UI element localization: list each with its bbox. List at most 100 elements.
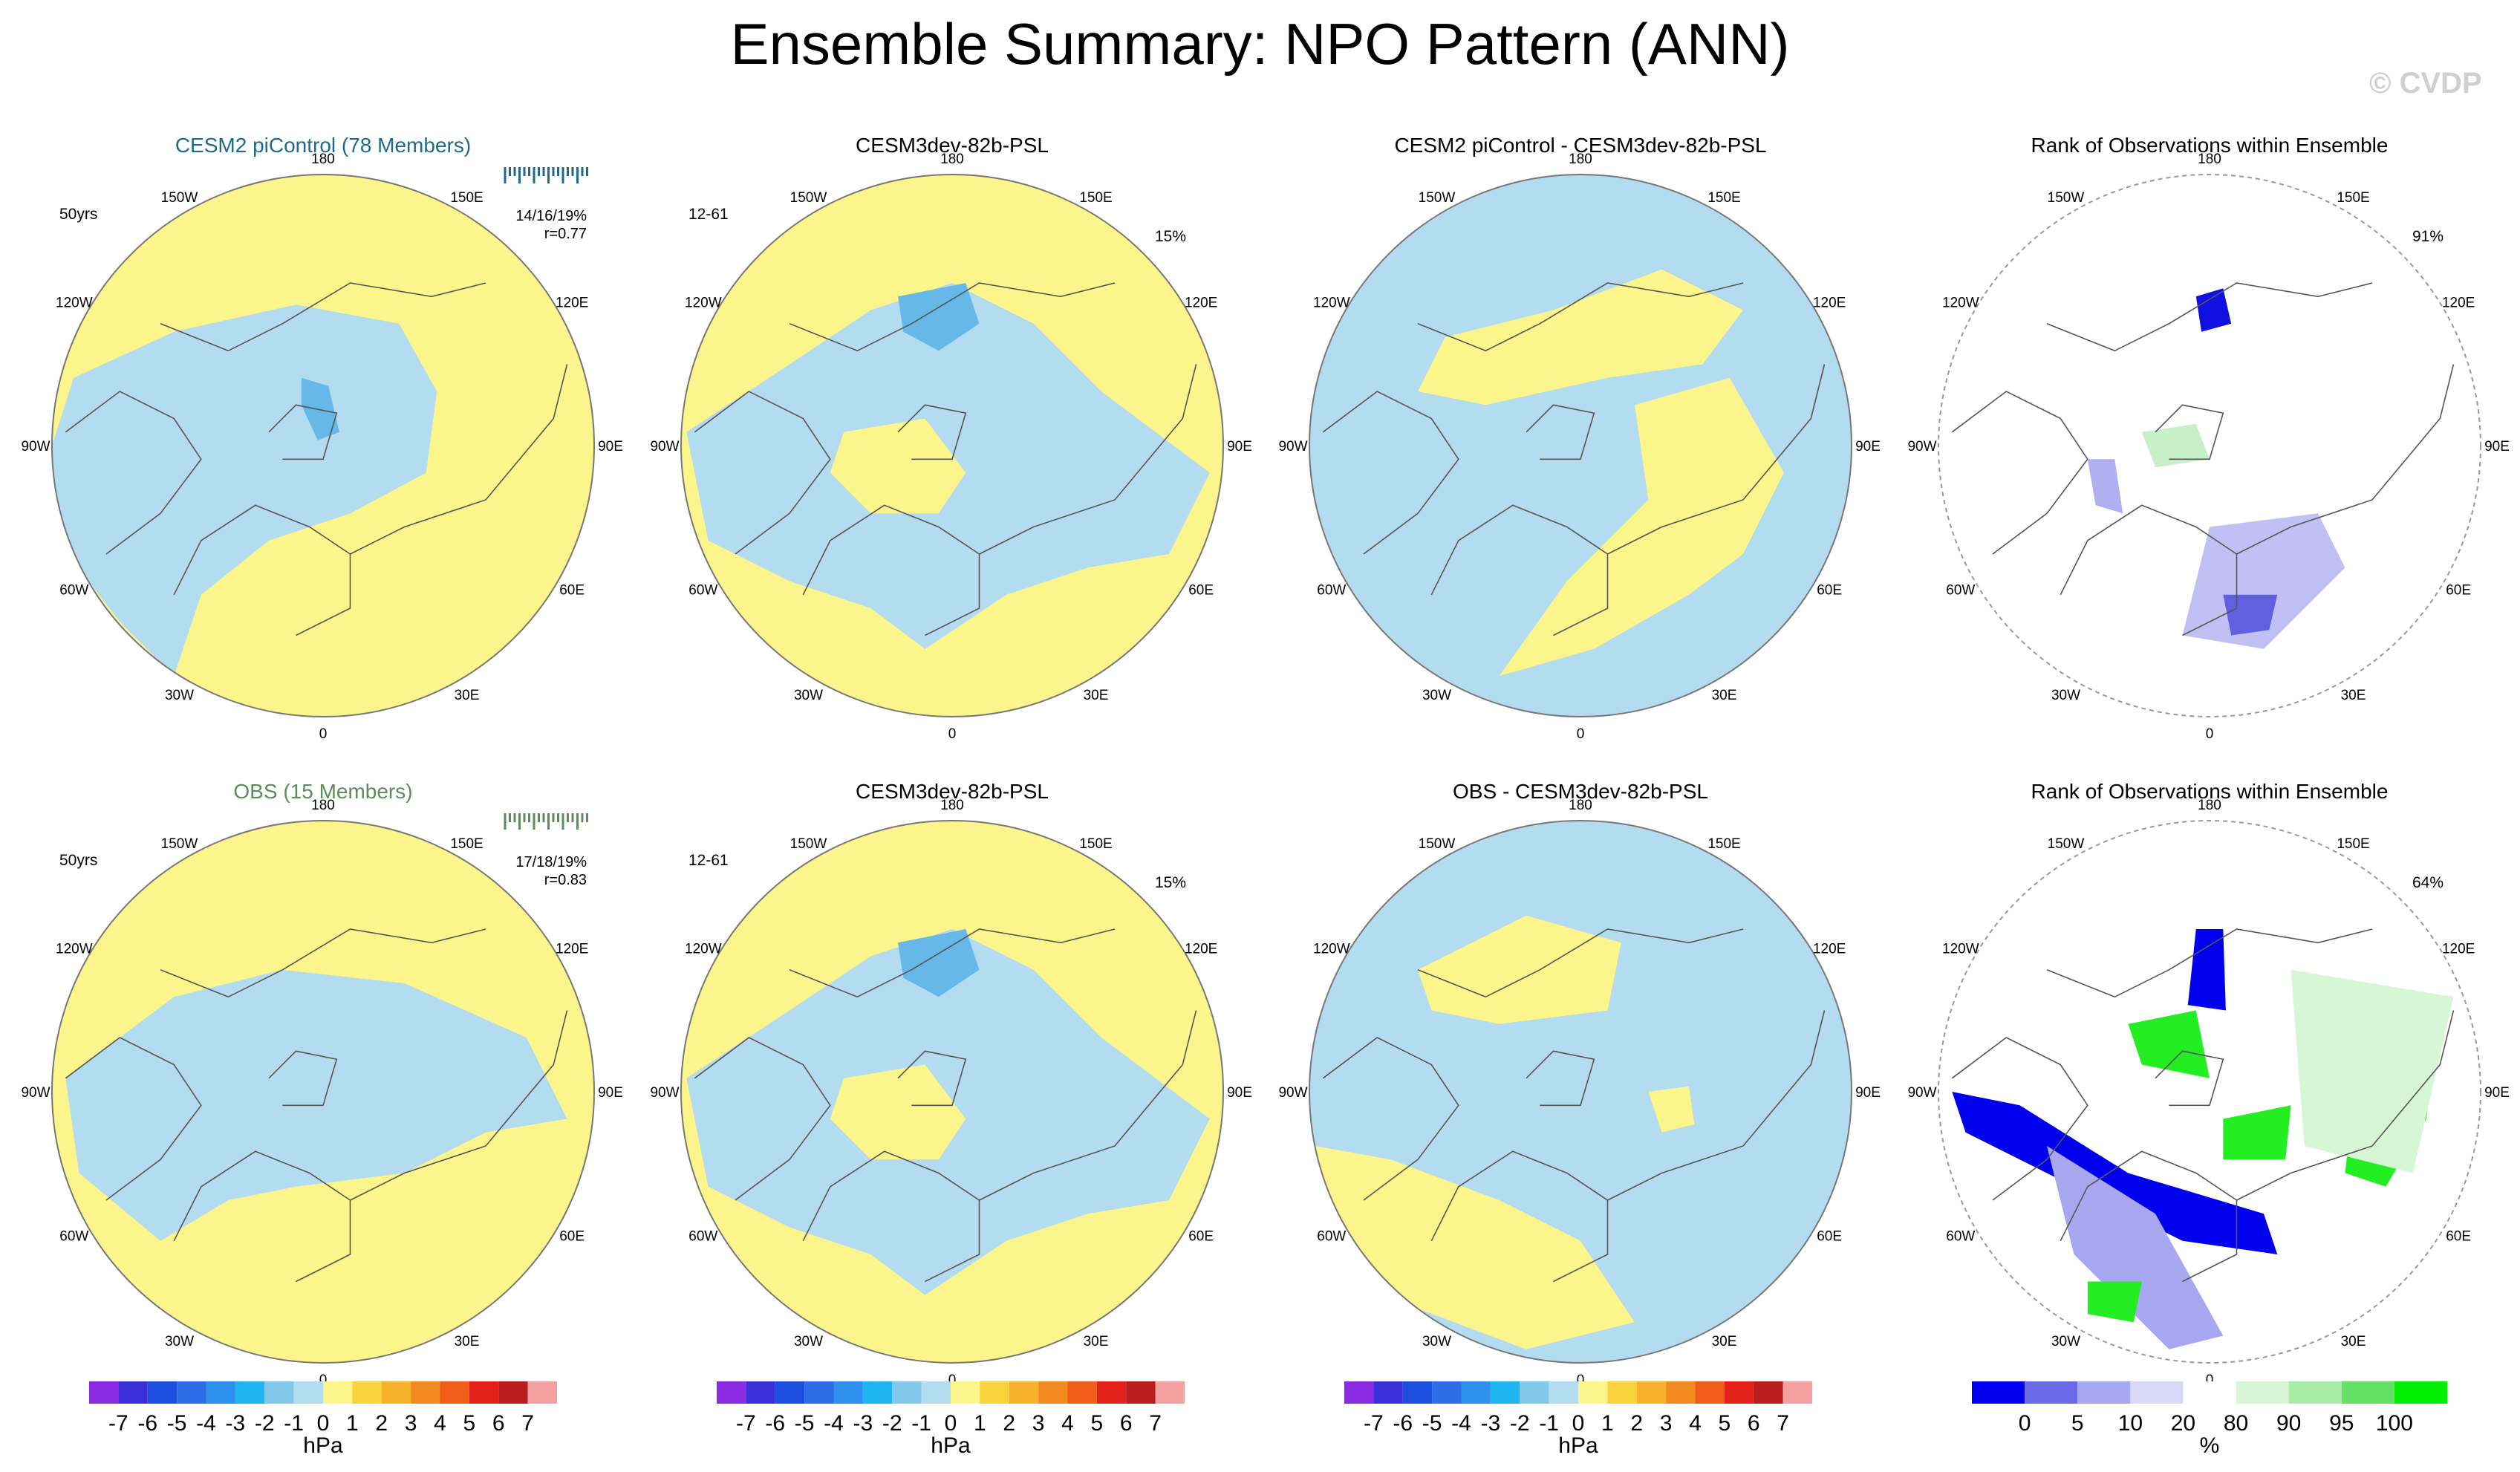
longitude-label: 90W	[21, 1085, 50, 1101]
negative-anomaly	[898, 929, 980, 997]
colorbar-label: -2	[882, 1411, 902, 1436]
colorbar-swatch	[1972, 1381, 2025, 1404]
positive-anomaly	[1418, 269, 1743, 406]
colorbar-label: 5	[1719, 1411, 1731, 1436]
map-panel-2: 180 150E 120E 90E 60E 30E 0 30W 60W 90W 120W 150W CE…	[650, 134, 1251, 742]
colorbar-swatch	[1344, 1381, 1374, 1404]
longitude-label: 30W	[2051, 1334, 2080, 1349]
panel-left-tag: 50yrs	[59, 852, 97, 869]
colorbar-swatch	[118, 1381, 148, 1404]
colorbar-swatch	[862, 1381, 893, 1404]
coastline	[1430, 504, 1609, 636]
coastline	[1607, 364, 1826, 555]
longitude-label: 60E	[1188, 583, 1214, 599]
longitude-label: 150E	[1707, 836, 1740, 852]
longitude-label: 90E	[598, 439, 623, 455]
coastline	[2060, 1150, 2238, 1283]
colorbar-label: 6	[492, 1411, 505, 1436]
panel-title: OBS (15 Members)	[233, 780, 412, 803]
colorbar-swatch	[833, 1381, 863, 1404]
colorbar-label: 4	[434, 1411, 446, 1436]
longitude-label: 120W	[1942, 942, 1979, 957]
figure-title: Ensemble Summary: NPO Pattern (ANN)	[730, 11, 1790, 76]
hpa-colorbar-3: -7 -6 -5 -4 -3 -2 -1 0 1 2 3 4 5 6 7 hPa	[1344, 1381, 1812, 1458]
longitude-label: 60W	[59, 583, 88, 599]
colorbar-label: -1	[284, 1411, 304, 1436]
longitude-label: 150E	[2337, 836, 2369, 852]
longitude-label: 30E	[1084, 688, 1109, 703]
longitude-label: 90W	[650, 439, 679, 455]
longitude-label: 30W	[2051, 688, 2080, 703]
colorbar-swatch	[411, 1381, 440, 1404]
panel-stats: 14/16/19%	[515, 208, 587, 224]
colorbar-label: 0	[1572, 1411, 1585, 1436]
coastline	[1951, 391, 2088, 555]
colorbar-label: 5	[1091, 1411, 1104, 1436]
longitude-label: 30E	[1712, 688, 1737, 703]
colorbar-swatch	[1461, 1381, 1491, 1404]
coastline	[268, 404, 338, 460]
colorbar-label: 0	[945, 1411, 957, 1436]
longitude-label: 30E	[455, 688, 480, 703]
longitude-label: 30W	[794, 688, 823, 703]
positive-anomaly	[1499, 377, 1784, 677]
longitude-label: 0	[948, 1372, 957, 1388]
longitude-label: 60W	[688, 1229, 717, 1245]
colorbar-label: 0	[317, 1411, 330, 1436]
colorbar-swatch	[1636, 1381, 1667, 1404]
longitude-label: 150W	[790, 836, 827, 852]
rank-region	[2087, 459, 2123, 514]
longitude-label: 120W	[1313, 942, 1350, 957]
longitude-label: 0	[2206, 1372, 2214, 1388]
colorbar-swatch	[323, 1381, 353, 1404]
positive-anomaly	[830, 1064, 966, 1160]
longitude-label: 60E	[2446, 1229, 2471, 1245]
colorbar-swatch	[206, 1381, 235, 1404]
colorbar-label: 3	[405, 1411, 417, 1436]
colorbar-unit: hPa	[931, 1433, 971, 1458]
colorbar-swatch	[235, 1381, 265, 1404]
colorbar-unit: %	[2200, 1433, 2220, 1458]
map-fill	[1309, 175, 1852, 717]
longitude-label: 150W	[1419, 836, 1456, 852]
colorbar-label: 90	[2276, 1411, 2301, 1436]
coastline	[160, 928, 486, 998]
colorbar-swatch	[89, 1381, 119, 1404]
longitude-label: 180	[1569, 152, 1592, 167]
colorbar-swatch	[717, 1381, 746, 1404]
longitude-label: 180	[940, 152, 964, 167]
longitude-label: 150E	[450, 190, 483, 206]
negative-anomaly	[301, 377, 339, 440]
longitude-label: 90W	[1278, 439, 1307, 455]
rank-region	[2187, 929, 2226, 1011]
map-fill	[1309, 821, 1852, 1363]
colorbar-label: 2	[375, 1411, 388, 1436]
colorbar-label: 2	[1003, 1411, 1015, 1436]
map-fill	[681, 175, 1223, 717]
colorbar-swatch	[498, 1381, 528, 1404]
panel-title: OBS - CESM3dev-82b-PSL	[1453, 780, 1708, 803]
colorbar-label: 0	[2019, 1411, 2031, 1436]
longitude-label: 150E	[450, 836, 483, 852]
coastline	[1607, 1010, 1826, 1201]
colorbar-label: -5	[1422, 1411, 1442, 1436]
longitude-label: 150W	[161, 190, 198, 206]
colorbar-swatch	[2077, 1381, 2131, 1404]
longitude-label: 30W	[1422, 688, 1451, 703]
colorbar-label: 1	[974, 1411, 986, 1436]
longitude-label: 90W	[650, 1085, 679, 1101]
panel-title: Rank of Observations within Ensemble	[2031, 134, 2389, 157]
colorbar-label: -3	[853, 1411, 873, 1436]
longitude-label: 180	[311, 798, 335, 813]
map-boundary	[1309, 820, 1852, 1364]
panel-title: CESM2 piControl (78 Members)	[175, 134, 471, 157]
rank-region	[2291, 969, 2454, 1173]
longitude-label: 120W	[56, 942, 93, 957]
colorbar-swatch	[1009, 1381, 1039, 1404]
colorbar-swatch	[2394, 1381, 2447, 1404]
coastline	[1417, 282, 1744, 352]
colorbar-label: 5	[2071, 1411, 2084, 1436]
longitude-label: 0	[2206, 726, 2214, 742]
coastline	[789, 928, 1116, 998]
hpa-colorbar-1: -7 -6 -5 -4 -3 -2 -1 0 1 2 3 4 5 6 7 hPa	[89, 1381, 557, 1458]
